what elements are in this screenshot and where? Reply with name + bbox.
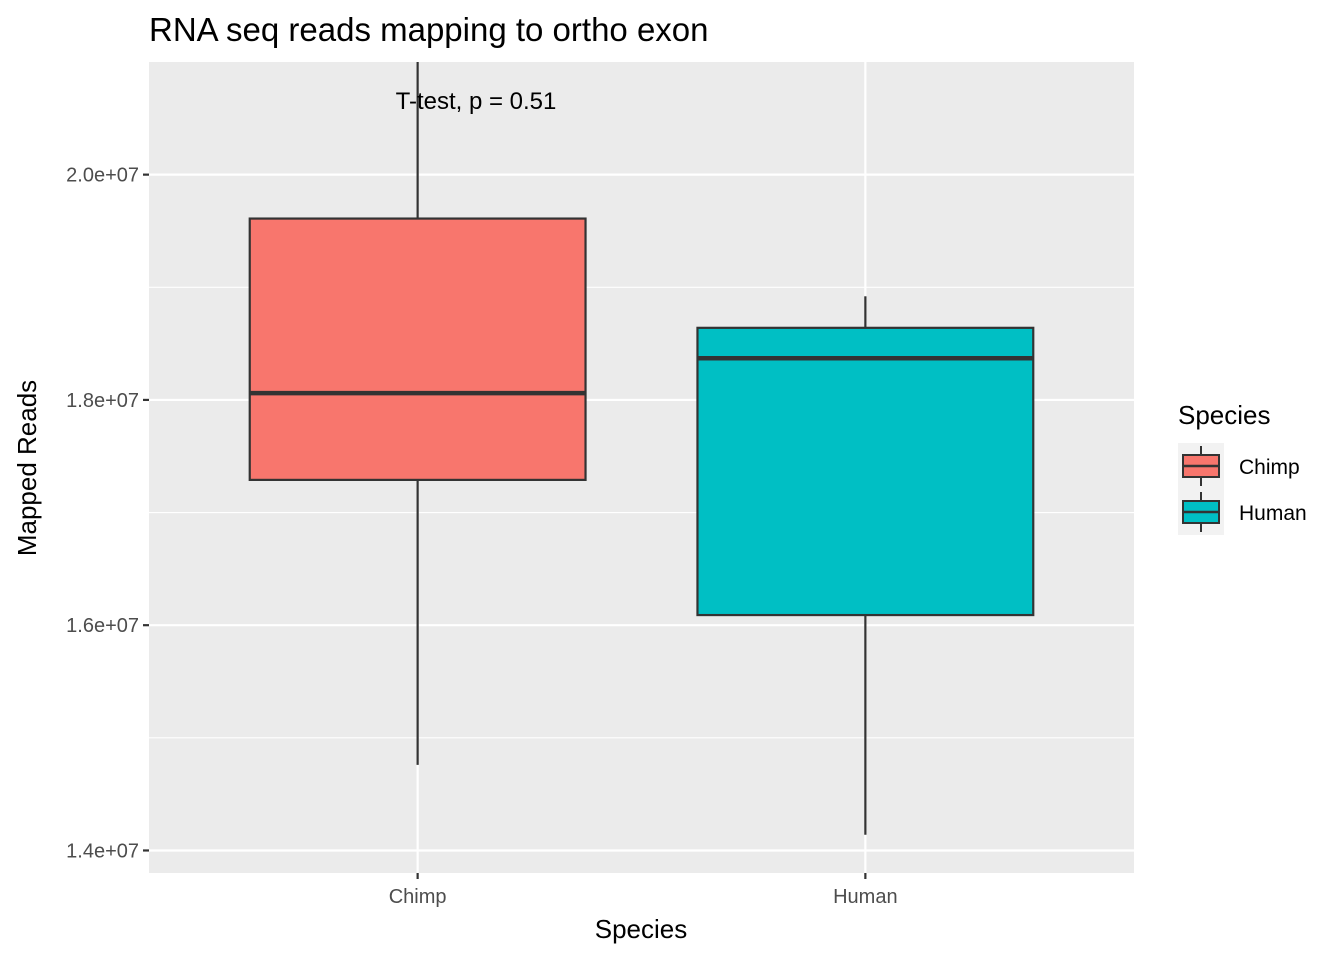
box-chimp [248, 62, 587, 765]
legend: Species Chimp Human [1178, 400, 1307, 535]
y-tick-label: 1.4e+07 [66, 840, 139, 862]
chart-title: RNA seq reads mapping to ortho exon [149, 11, 709, 48]
legend-entry-chimp: Chimp [1178, 443, 1300, 489]
y-axis: 1.4e+07 1.6e+07 1.8e+07 2.0e+07 [66, 165, 149, 862]
x-axis: Chimp Human [389, 873, 898, 908]
iqr-box [696, 326, 1035, 617]
legend-entry-human: Human [1178, 489, 1307, 535]
legend-title: Species [1178, 400, 1271, 430]
legend-label: Chimp [1239, 456, 1300, 479]
y-axis-title: Mapped Reads [12, 380, 42, 556]
legend-label: Human [1239, 502, 1307, 525]
iqr-box [248, 217, 587, 481]
t-test-annotation: T-test, p = 0.51 [396, 88, 557, 115]
x-tick-label: Human [833, 886, 897, 908]
y-tick-label: 1.6e+07 [66, 615, 139, 637]
y-tick-label: 2.0e+07 [66, 165, 139, 187]
box-layer [248, 62, 1035, 835]
x-tick-label: Chimp [389, 886, 447, 908]
x-axis-title: Species [595, 914, 688, 944]
box-human [696, 296, 1035, 835]
y-tick-label: 1.8e+07 [66, 390, 139, 412]
